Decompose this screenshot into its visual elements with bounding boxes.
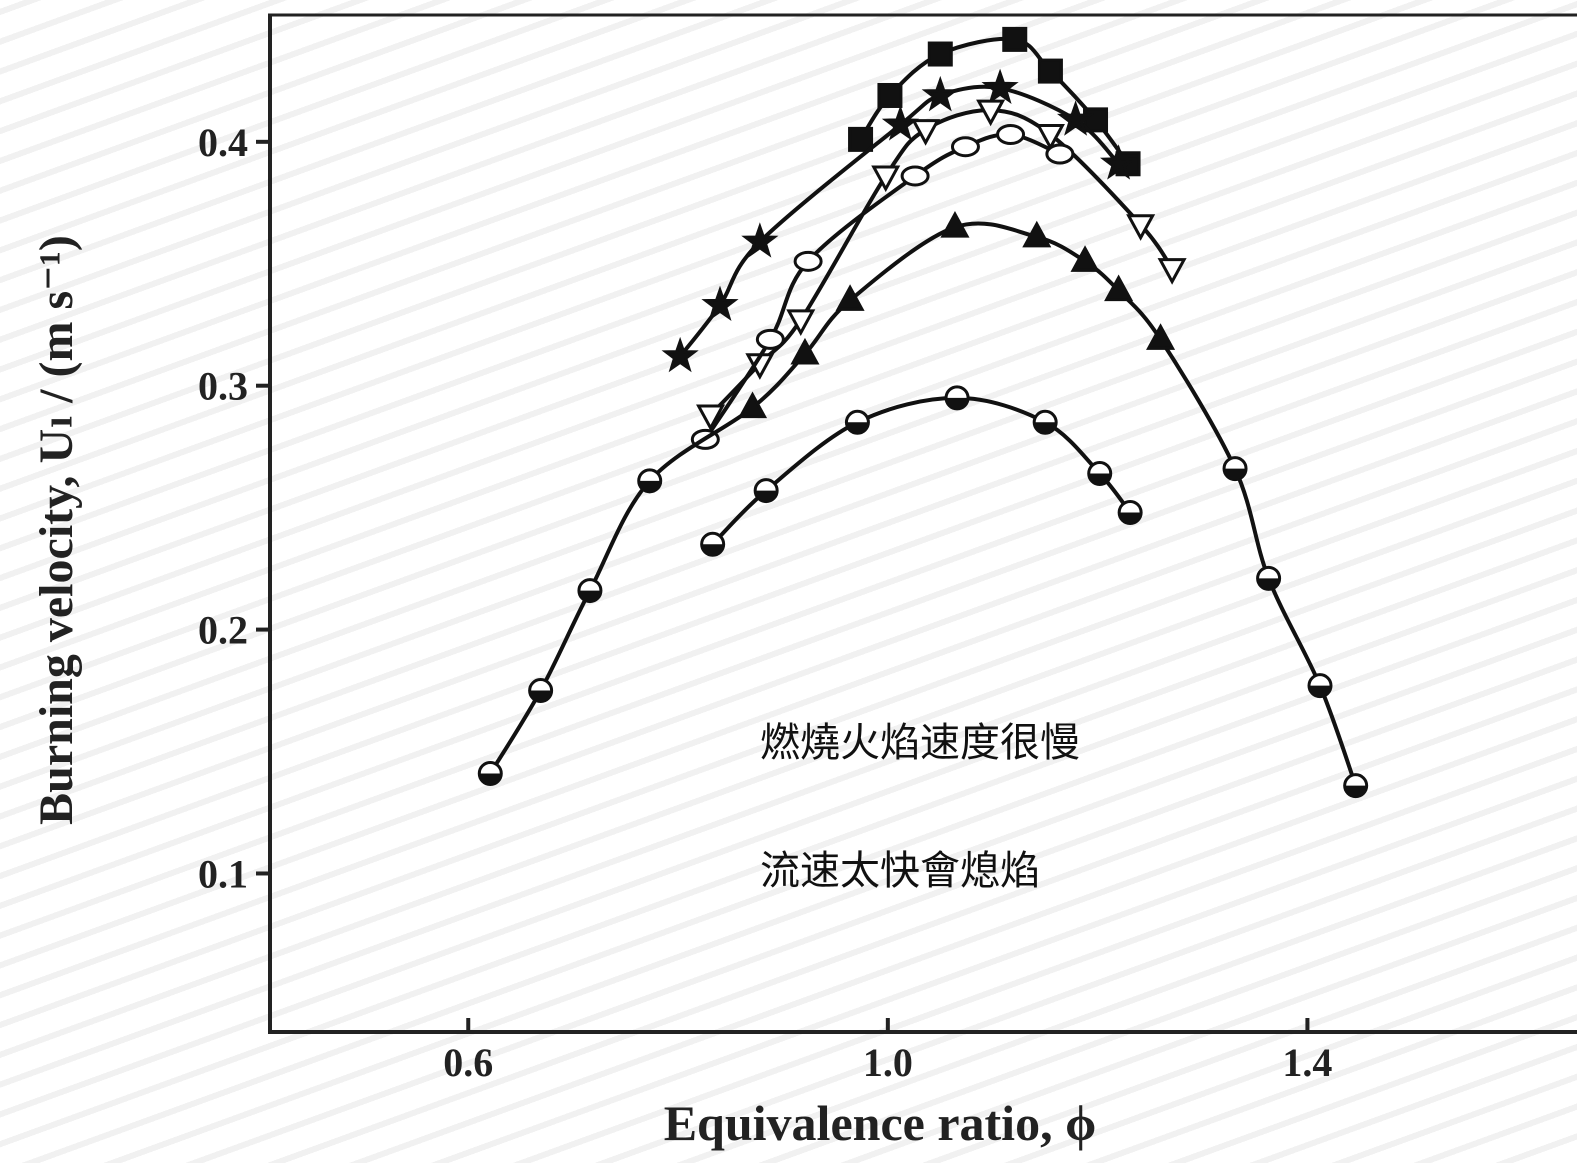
marker — [1126, 214, 1156, 241]
marker — [1087, 461, 1113, 487]
marker — [927, 41, 953, 67]
marker — [786, 309, 816, 336]
y-tick-label: 0.4 — [198, 120, 248, 165]
marker — [911, 119, 941, 146]
marker — [1035, 124, 1065, 151]
marker — [696, 404, 726, 432]
marker — [950, 136, 980, 158]
marker — [477, 760, 503, 786]
marker — [881, 105, 920, 141]
series-line — [488, 221, 1358, 787]
marker — [1099, 144, 1138, 180]
x-tick-label: 0.6 — [443, 1040, 493, 1085]
marker — [793, 250, 823, 272]
marker — [1002, 26, 1028, 52]
marker — [661, 336, 699, 373]
marker — [981, 68, 1019, 104]
y-tick-label: 0.2 — [198, 608, 248, 653]
x-axis-label: Equivalence ratio, ϕ — [664, 1095, 1097, 1151]
marker — [976, 99, 1006, 127]
marker — [877, 82, 903, 108]
marker — [1307, 673, 1333, 699]
marker — [871, 165, 901, 193]
marker — [844, 409, 870, 435]
marker — [741, 222, 779, 258]
marker — [528, 678, 554, 704]
y-tick-label: 0.3 — [198, 364, 248, 409]
y-tick-label: 0.1 — [198, 851, 248, 896]
marker — [996, 124, 1026, 146]
marker — [1343, 773, 1369, 799]
annotation: 流速太快會熄焰 — [760, 848, 1040, 894]
marker — [1117, 500, 1143, 526]
marker — [848, 126, 874, 152]
marker — [1022, 220, 1052, 248]
x-tick-label: 1.4 — [1282, 1040, 1332, 1085]
marker — [1146, 323, 1176, 350]
marker — [790, 337, 820, 365]
marker — [921, 75, 959, 112]
series-line — [711, 395, 1132, 546]
marker — [1104, 274, 1134, 302]
marker — [900, 165, 930, 187]
marker — [637, 468, 663, 494]
marker — [1157, 258, 1187, 285]
marker — [1037, 58, 1063, 84]
marker — [737, 391, 768, 419]
y-axis-label: Burning velocity, Uₗ / (m s⁻¹) — [30, 235, 83, 825]
marker — [753, 478, 779, 504]
marker — [701, 285, 739, 322]
marker — [1256, 565, 1282, 591]
series-line — [678, 84, 1121, 358]
marker — [944, 385, 970, 411]
marker — [1056, 100, 1095, 136]
series-line — [709, 108, 1174, 417]
annotation: 燃燒火焰速度很慢 — [760, 720, 1080, 766]
marker — [700, 531, 726, 557]
marker — [755, 328, 785, 350]
marker — [577, 578, 603, 604]
marker — [1070, 245, 1100, 272]
marker — [1032, 409, 1058, 435]
x-tick-label: 1.0 — [863, 1040, 913, 1085]
marker — [1045, 143, 1075, 165]
marker — [940, 211, 970, 238]
marker — [1222, 456, 1248, 482]
marker — [835, 284, 865, 311]
